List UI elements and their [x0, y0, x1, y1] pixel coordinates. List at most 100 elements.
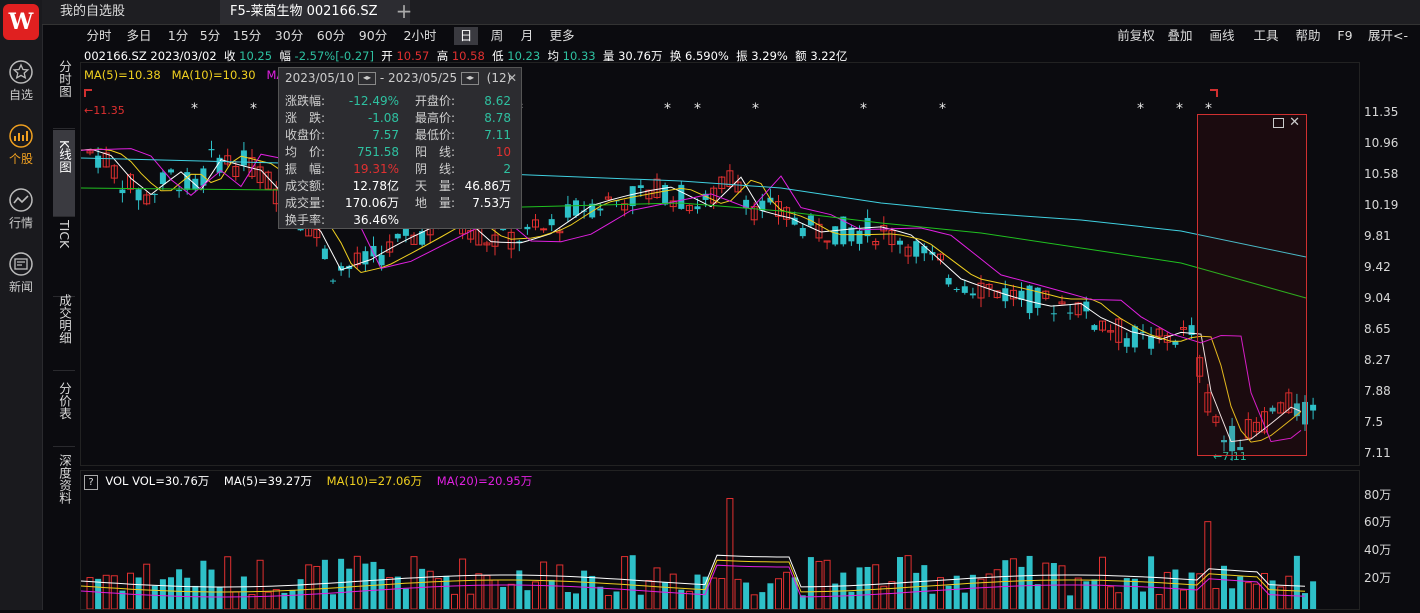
- period-button[interactable]: 60分: [316, 28, 346, 43]
- popup-close-icon[interactable]: ✕: [506, 71, 517, 85]
- adjust-button[interactable]: 前复权: [1117, 28, 1155, 43]
- period-button[interactable]: 5分: [199, 28, 221, 43]
- vol-legend-label: VOL VOL=30.76万: [105, 474, 210, 488]
- view-tab-label: 深度资料: [57, 454, 72, 504]
- range-count: (12): [486, 71, 512, 85]
- candlestick: [913, 237, 920, 264]
- maximize-icon[interactable]: [1273, 118, 1284, 128]
- sidebar-item-watchlist[interactable]: 自选: [0, 60, 42, 103]
- event-star-icon[interactable]: *: [939, 101, 946, 117]
- candlestick: [1310, 397, 1317, 420]
- open-label: 开: [381, 49, 393, 63]
- ma5-legend: MA(5)=10.38: [84, 68, 161, 82]
- candlestick: [184, 167, 191, 195]
- period-button[interactable]: 90分: [358, 28, 388, 43]
- price-tick-label: 9.04: [1364, 291, 1391, 305]
- sidebar: W 自选 个股 行情 新闻: [0, 0, 43, 610]
- sidebar-item-stock[interactable]: 个股: [0, 124, 42, 167]
- candlestick: [216, 154, 223, 177]
- range-selection[interactable]: ✕: [1197, 114, 1307, 456]
- volume-bar: [1067, 595, 1074, 609]
- candlestick: [767, 188, 774, 205]
- volume-bar: [678, 589, 685, 609]
- candlestick: [1099, 320, 1106, 333]
- view-tab-intraday[interactable]: 分时图: [53, 58, 75, 129]
- kline-chart[interactable]: [80, 62, 1360, 466]
- period-button[interactable]: 分时: [86, 28, 112, 43]
- candlestick: [151, 193, 158, 203]
- help-button[interactable]: 帮助: [1295, 28, 1321, 43]
- app-logo[interactable]: W: [3, 4, 39, 40]
- high-label: 高: [436, 49, 449, 63]
- tab-stock[interactable]: F5-莱茵生物 002166.SZ: [220, 0, 410, 24]
- view-tab-depth[interactable]: 深度资料: [53, 454, 75, 530]
- event-star-icon[interactable]: *: [191, 101, 198, 117]
- volume-bar: [629, 555, 636, 609]
- candlestick: [248, 148, 256, 179]
- overlay-button[interactable]: 叠加: [1167, 28, 1193, 43]
- volume-bar: [694, 574, 701, 609]
- volume-bar: [272, 589, 280, 610]
- help-icon[interactable]: ?: [84, 475, 98, 490]
- event-star-icon[interactable]: *: [664, 101, 671, 117]
- vol-ma20-line: [80, 564, 1306, 598]
- candlestick: [1302, 395, 1308, 431]
- more-button[interactable]: 更多: [549, 28, 575, 43]
- period-button[interactable]: 周: [490, 28, 504, 43]
- close-icon[interactable]: ✕: [1289, 115, 1300, 130]
- candlestick: [734, 174, 742, 193]
- event-star-icon[interactable]: *: [694, 101, 701, 117]
- event-star-icon[interactable]: *: [860, 101, 867, 117]
- tab-watchlist[interactable]: 我的自选股: [50, 0, 225, 24]
- volume-bar: [969, 574, 976, 609]
- f9-button[interactable]: F9: [1337, 28, 1353, 43]
- period-button-selected[interactable]: 日: [454, 27, 478, 45]
- candlestick: [815, 218, 823, 242]
- tools-button[interactable]: 工具: [1253, 28, 1279, 43]
- range-start-stepper[interactable]: ◂▸: [358, 72, 376, 85]
- range-end-stepper[interactable]: ◂▸: [461, 72, 479, 85]
- candlestick: [127, 172, 134, 194]
- event-star-icon[interactable]: *: [752, 101, 759, 117]
- candlestick: [548, 214, 555, 232]
- period-button[interactable]: 2小时: [403, 28, 437, 43]
- avg-value: 10.33: [562, 49, 596, 63]
- volume-bar: [110, 575, 118, 610]
- volume-bar: [783, 571, 791, 610]
- view-tab-kline[interactable]: K线图: [53, 130, 75, 217]
- volume-bar: [507, 583, 515, 610]
- volume-bar: [297, 579, 304, 609]
- volume-bar: [1285, 575, 1293, 610]
- popup-value: 7.11: [484, 128, 511, 142]
- add-tab-button[interactable]: +: [395, 0, 413, 23]
- candlestick: [823, 240, 831, 250]
- view-tab-price-table[interactable]: 分价表: [53, 382, 75, 447]
- candlestick: [783, 206, 791, 227]
- volume-bar: [281, 592, 288, 609]
- sidebar-item-market[interactable]: 行情: [0, 188, 42, 231]
- volume-svg: [80, 498, 1317, 610]
- candlestick: [743, 195, 750, 215]
- sidebar-item-news[interactable]: 新闻: [0, 252, 42, 295]
- volume-bar: [321, 559, 328, 609]
- period-button[interactable]: 15分: [232, 28, 262, 43]
- event-star-icon[interactable]: *: [1205, 101, 1212, 117]
- volume-chart[interactable]: [80, 470, 1360, 610]
- period-button[interactable]: 月: [520, 28, 534, 43]
- event-star-icon[interactable]: *: [1137, 101, 1144, 117]
- candlestick: [1237, 439, 1244, 451]
- draw-button[interactable]: 画线: [1209, 28, 1235, 43]
- period-button[interactable]: 30分: [274, 28, 304, 43]
- event-star-icon[interactable]: *: [1176, 101, 1183, 117]
- view-tab-tick[interactable]: TICK: [53, 214, 75, 297]
- volume-bar: [1140, 591, 1146, 609]
- expand-button[interactable]: 展开<-: [1368, 28, 1408, 43]
- volume-bar: [872, 564, 880, 610]
- period-button[interactable]: 多日: [126, 28, 152, 43]
- event-star-icon[interactable]: *: [250, 101, 257, 117]
- volume-bar: [394, 576, 401, 609]
- candlestick: [483, 240, 491, 252]
- candlestick: [1244, 412, 1252, 440]
- period-button[interactable]: 1分: [167, 28, 189, 43]
- view-tab-trades[interactable]: 成交明细: [53, 294, 75, 371]
